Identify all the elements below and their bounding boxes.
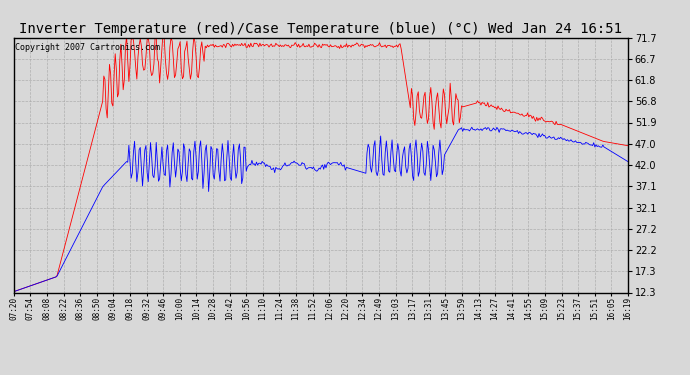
Text: Copyright 2007 Cartronics.com: Copyright 2007 Cartronics.com [15, 43, 160, 52]
Title: Inverter Temperature (red)/Case Temperature (blue) (°C) Wed Jan 24 16:51: Inverter Temperature (red)/Case Temperat… [19, 22, 622, 36]
